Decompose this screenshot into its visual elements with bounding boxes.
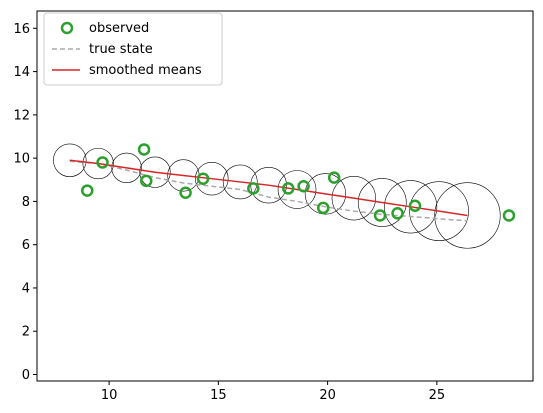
observed-point bbox=[373, 209, 387, 222]
observed-point bbox=[96, 156, 109, 169]
y-tick-label: 6 bbox=[22, 238, 30, 253]
smoothed-means-line bbox=[69, 159, 468, 217]
x-tick-label: 10 bbox=[101, 388, 118, 403]
legend-smoothed-means-label: smoothed means bbox=[89, 63, 202, 78]
covariance-circle bbox=[111, 152, 142, 184]
y-tick-label: 2 bbox=[22, 325, 30, 340]
covariance-circle bbox=[277, 170, 317, 209]
covariance-circle bbox=[82, 147, 114, 180]
observed-point bbox=[137, 143, 151, 156]
observed-point bbox=[391, 207, 404, 220]
x-tick-label: 15 bbox=[210, 388, 227, 403]
y-tick-label: 12 bbox=[13, 108, 30, 123]
y-tick-label: 14 bbox=[13, 65, 30, 80]
observed-point bbox=[140, 174, 153, 188]
observed-point bbox=[297, 180, 310, 193]
y-tick-label: 16 bbox=[13, 22, 30, 37]
covariance-circle bbox=[357, 178, 407, 227]
y-tick-label: 10 bbox=[13, 152, 30, 167]
y-tick-label: 4 bbox=[22, 281, 30, 296]
covariance-circle bbox=[53, 143, 87, 177]
covariance-circle bbox=[139, 156, 171, 188]
legend-box bbox=[43, 12, 223, 86]
observed-point bbox=[81, 184, 94, 197]
legend-true-state-label: true state bbox=[89, 42, 153, 57]
covariance-circle bbox=[222, 164, 258, 200]
y-tick-label: 8 bbox=[22, 195, 30, 210]
x-tick-label: 25 bbox=[429, 388, 446, 403]
legend: observed true state smoothed means bbox=[43, 12, 223, 86]
observed-point bbox=[247, 182, 260, 195]
observed-point bbox=[179, 186, 192, 200]
axes-frame bbox=[36, 10, 534, 382]
plot-area bbox=[53, 143, 516, 249]
observed-point bbox=[408, 199, 422, 212]
observed-point bbox=[502, 209, 516, 222]
observed-point bbox=[282, 182, 295, 195]
covariance-circle bbox=[195, 162, 229, 196]
covariance-circle bbox=[434, 182, 501, 249]
observed-point bbox=[316, 201, 330, 215]
x-tick-label: 20 bbox=[319, 388, 336, 403]
covariance-circle bbox=[331, 176, 376, 221]
y-tick-label: 0 bbox=[22, 368, 30, 383]
covariance-circle bbox=[304, 173, 347, 215]
legend-observed-marker bbox=[60, 21, 74, 35]
legend-observed-label: observed bbox=[89, 21, 149, 36]
observed-point bbox=[327, 171, 341, 184]
covariance-circle bbox=[384, 180, 438, 234]
observed-point bbox=[196, 172, 210, 185]
covariance-circle bbox=[409, 181, 469, 241]
axis-ticks: 10 15 20 25 0 2 4 6 8 10 12 14 16 bbox=[13, 22, 445, 403]
